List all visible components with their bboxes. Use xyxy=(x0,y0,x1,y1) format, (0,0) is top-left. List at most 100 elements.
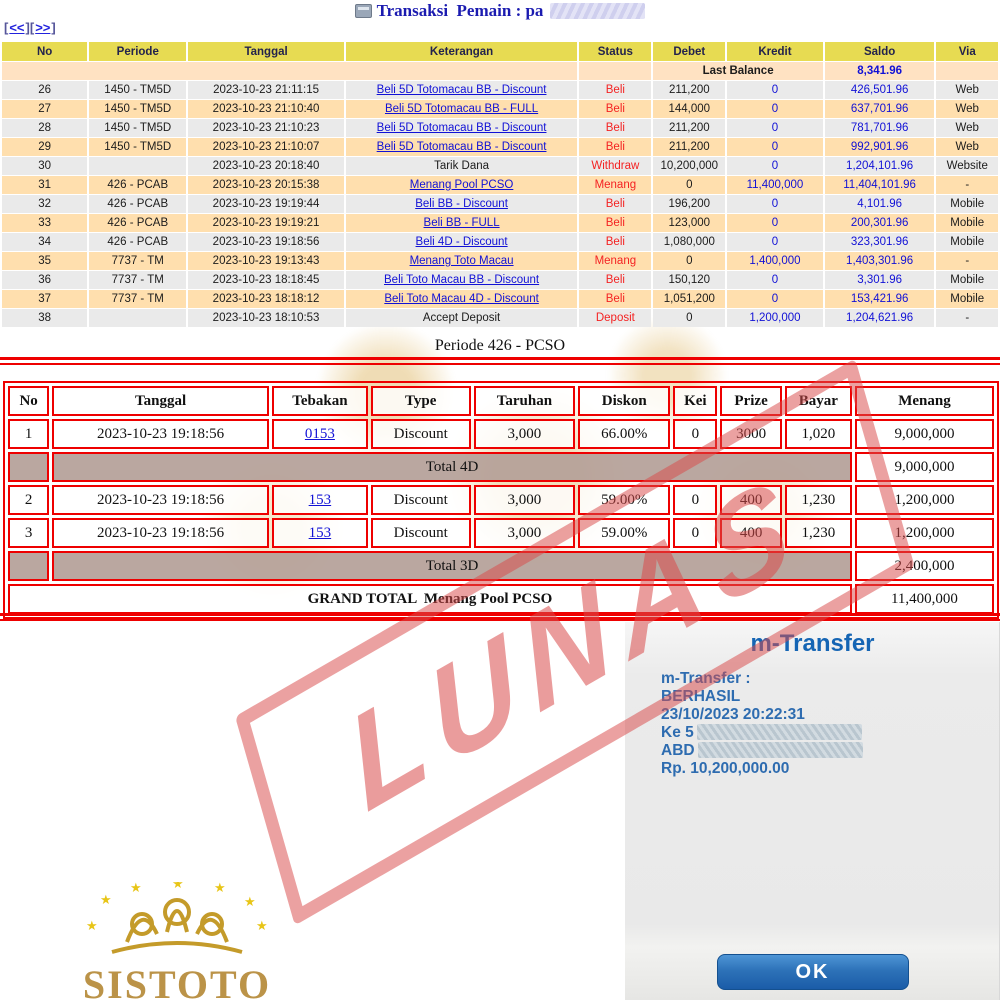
cell-kredit: 1,200,000 xyxy=(727,309,823,327)
cell-debet: 150,120 xyxy=(653,271,726,289)
cell-debet: 1,080,000 xyxy=(653,233,726,251)
mtransfer-recipient: ABD xyxy=(661,742,863,760)
cell-status: Beli xyxy=(579,233,652,251)
cell-debet: 10,200,000 xyxy=(653,157,726,175)
cell-periode xyxy=(89,309,187,327)
keterangan-link[interactable]: Menang Toto Macau xyxy=(409,255,514,267)
cell-status: Beli xyxy=(579,138,652,156)
cell-kredit: 1,400,000 xyxy=(727,252,823,270)
col-kei: Kei xyxy=(673,386,718,416)
cell-saldo: 200,301.96 xyxy=(824,214,935,232)
tebakan-link[interactable]: 0153 xyxy=(304,425,335,442)
cell-no: 29 xyxy=(2,138,88,156)
cell-debet: 211,200 xyxy=(653,119,726,137)
prev-page-link[interactable]: << xyxy=(9,20,25,35)
keterangan-link[interactable]: Beli BB - Discount xyxy=(415,198,508,210)
cell-via: Web xyxy=(936,81,998,99)
detail-rows-3d: 2 2023-10-23 19:18:56 153 Discount 3,000… xyxy=(8,485,994,548)
mtransfer-label: m-Transfer : xyxy=(661,670,751,687)
transaction-row: 31 426 - PCAB 2023-10-23 20:15:38 Menang… xyxy=(2,176,998,194)
cell-no: 32 xyxy=(2,195,88,213)
cell-tanggal: 2023-10-23 21:10:07 xyxy=(188,138,344,156)
cell-via: - xyxy=(936,252,998,270)
col-saldo: Saldo xyxy=(824,42,935,61)
cell-status: Beli xyxy=(579,195,652,213)
transaction-row: 35 7737 - TM 2023-10-23 19:13:43 Menang … xyxy=(2,252,998,270)
cell-periode xyxy=(89,157,187,175)
cell-debet: 1,051,200 xyxy=(653,290,726,308)
svg-text:★: ★ xyxy=(214,882,226,896)
cell-kredit: 0 xyxy=(727,119,823,137)
total-3d-label: Total 3D xyxy=(52,551,852,581)
cell-saldo: 4,101.96 xyxy=(824,195,935,213)
mtransfer-title: m-Transfer xyxy=(750,630,875,657)
cell-status: Deposit xyxy=(579,309,652,327)
cell-no: 35 xyxy=(2,252,88,270)
col-bayar: Bayar xyxy=(784,386,852,416)
svg-text:★: ★ xyxy=(256,919,268,934)
ok-button[interactable]: OK xyxy=(716,954,909,990)
transaction-row: 27 1450 - TM5D 2023-10-23 21:10:40 Beli … xyxy=(2,100,998,118)
keterangan-link[interactable]: Beli 5D Totomacau BB - Discount xyxy=(376,84,547,96)
document-icon xyxy=(354,4,372,18)
keterangan-link[interactable]: Menang Pool PCSO xyxy=(409,179,514,191)
cell-via: Web xyxy=(936,100,998,118)
transaction-row: 26 1450 - TM5D 2023-10-23 21:11:15 Beli … xyxy=(2,81,998,99)
col-diskon: Diskon xyxy=(578,386,671,416)
bet-row: 1 2023-10-23 19:18:56 0153 Discount 3,00… xyxy=(8,419,994,449)
bet-detail-table: No Tanggal Tebakan Type Taruhan Diskon K… xyxy=(5,383,997,617)
cell-no: 38 xyxy=(2,309,88,327)
cell-no: 31 xyxy=(2,176,88,194)
cell-via: Mobile xyxy=(936,214,998,232)
cell-tanggal: 2023-10-23 19:19:44 xyxy=(188,195,344,213)
cell-via: Mobile xyxy=(936,290,998,308)
keterangan-link[interactable]: Beli 4D - Discount xyxy=(415,236,508,248)
transactions-header-row: No Periode Tanggal Keterangan Status Deb… xyxy=(2,42,998,61)
cell-periode: 7737 - TM xyxy=(89,252,187,270)
pager: [<<][>>] xyxy=(4,20,56,35)
cell-status: Beli xyxy=(579,100,652,118)
keterangan-link[interactable]: Beli 5D Totomacau BB - Discount xyxy=(376,141,547,153)
tebakan-link[interactable]: 153 xyxy=(308,524,332,541)
cell-via: Web xyxy=(936,119,998,137)
cell-periode: 1450 - TM5D xyxy=(89,138,187,156)
mtransfer-destination: Ke 5 xyxy=(661,724,863,742)
cell-periode: 7737 - TM xyxy=(89,271,187,289)
col-keterangan: Keterangan xyxy=(345,42,578,61)
cell-tanggal: 2023-10-23 20:15:38 xyxy=(188,176,344,194)
detail-header-row: No Tanggal Tebakan Type Taruhan Diskon K… xyxy=(8,386,994,416)
cell-debet: 144,000 xyxy=(653,100,726,118)
cell-via: Mobile xyxy=(936,195,998,213)
cell-saldo: 153,421.96 xyxy=(824,290,935,308)
col-debet: Debet xyxy=(653,42,726,61)
redacted-player-name xyxy=(550,3,646,19)
bet-row: 2 2023-10-23 19:18:56 153 Discount 3,000… xyxy=(8,485,994,515)
cell-kredit: 0 xyxy=(727,100,823,118)
cell-kredit: 0 xyxy=(727,138,823,156)
transaction-row: 33 426 - PCAB 2023-10-23 19:19:21 Beli B… xyxy=(2,214,998,232)
last-balance-label: Last Balance xyxy=(653,62,823,80)
cell-saldo: 781,701.96 xyxy=(824,119,935,137)
cell-saldo: 1,204,621.96 xyxy=(824,309,935,327)
cell-periode: 1450 - TM5D xyxy=(89,100,187,118)
col-menang: Menang xyxy=(854,386,994,416)
keterangan-link[interactable]: Beli BB - FULL xyxy=(423,217,500,229)
col-kredit: Kredit xyxy=(727,42,823,61)
cell-via: - xyxy=(936,176,998,194)
keterangan-link[interactable]: Tarik Dana xyxy=(434,160,490,172)
keterangan-link[interactable]: Beli Toto Macau BB - Discount xyxy=(384,274,540,286)
keterangan-link[interactable]: Beli 5D Totomacau BB - Discount xyxy=(376,122,547,134)
tebakan-link[interactable]: 153 xyxy=(308,491,332,508)
cell-periode: 426 - PCAB xyxy=(89,176,187,194)
crown-icon: ★ ★ ★ ★ ★ ★ ★ xyxy=(86,877,268,954)
keterangan-link[interactable]: Beli 5D Totomacau BB - FULL xyxy=(384,103,539,115)
cell-no: 33 xyxy=(2,214,88,232)
keterangan-link[interactable]: Beli Toto Macau 4D - Discount xyxy=(384,293,539,305)
cell-no: 37 xyxy=(2,290,88,308)
keterangan-link[interactable]: Accept Deposit xyxy=(422,312,501,324)
cell-status: Beli xyxy=(579,271,652,289)
cell-saldo: 992,901.96 xyxy=(824,138,935,156)
page-title: Transaksi Pemain : pa xyxy=(376,1,544,20)
redacted-account-number xyxy=(696,724,862,740)
next-page-link[interactable]: >> xyxy=(35,20,51,35)
